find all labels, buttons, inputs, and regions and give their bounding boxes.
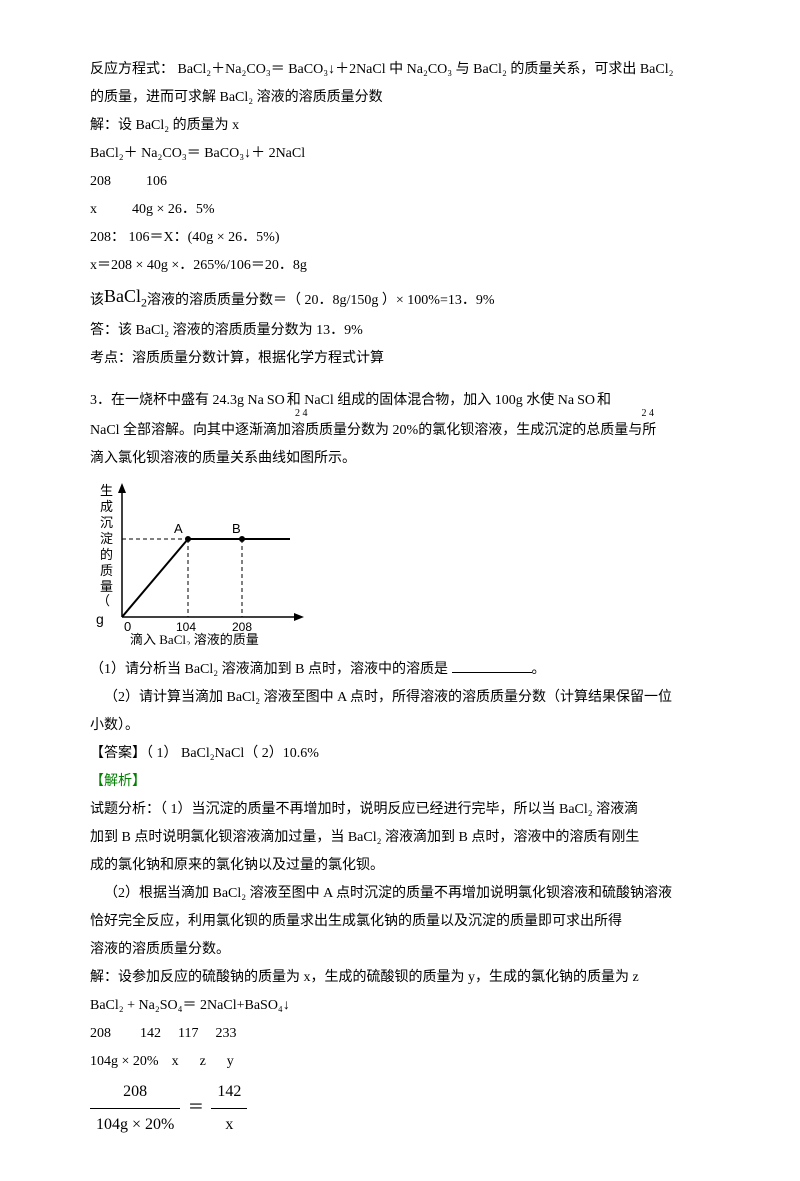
equation-1: BaCl₂ + Na₂SO₄＝ 2NaCl+BaSO₄↓ xyxy=(90,992,710,1020)
chart-svg: 生 成 沉 淀 的 质 量 （ g A B xyxy=(90,477,320,645)
analysis-2: 加到 B 点时说明氯化钡溶液滴加过量，当 BaCl₂ 溶液滴加到 B 点时，溶液… xyxy=(90,824,710,852)
label-a: A xyxy=(174,521,183,536)
bacl: BaCl xyxy=(104,286,141,306)
vx: x xyxy=(172,1054,179,1069)
text: 。 xyxy=(532,662,546,677)
analysis-3: 成的氯化钠和原来的氯化钠以及过量的氯化钡。 xyxy=(90,852,710,880)
equation-3: 104g × 20% x z y xyxy=(90,1048,710,1076)
equals: ＝ xyxy=(184,1099,208,1116)
label-b: B xyxy=(232,521,241,536)
text-line: x＝208 × 40g ×．265%/106＝20．8g xyxy=(90,252,710,280)
question-3-line3: 滴入氯化钡溶液的质量关系曲线如图所示。 xyxy=(90,445,710,473)
num: 208 xyxy=(90,1076,180,1108)
fraction-1: 208 104g × 20% xyxy=(90,1076,180,1141)
fraction-2: 142 x xyxy=(211,1076,247,1141)
mass-106: 106 xyxy=(146,174,167,189)
text-line: 反应方程式： BaCl₂＋Na₂CO₃＝ BaCO₃↓＋2NaCl 中 Na₂C… xyxy=(90,56,710,84)
analysis-4: （2）根据当滴加 BaCl₂ 溶液至图中 A 点时沉淀的质量不再增加说明氯化钡溶… xyxy=(90,880,710,908)
text-line: BaCl₂＋ Na₂CO₃＝ BaCO₃↓＋ 2NaCl xyxy=(90,140,710,168)
expr-40g: 40g × 26．5% xyxy=(132,202,215,217)
analysis-5: 恰好完全反应，利用氯化钡的质量求出生成氯化钠的质量以及沉淀的质量即可求出所得 xyxy=(90,908,710,936)
curve-rise xyxy=(122,539,188,617)
equation-2: 208 142 117 233 xyxy=(90,1020,710,1048)
y-axis-label: 生 xyxy=(100,483,113,498)
text: 3．在一烧杯中盛有 24.3g Na xyxy=(90,393,264,408)
y-axis-label: 的 xyxy=(100,547,113,562)
subq1: （1）请分析当 BaCl₂ 溶液滴加到 B 点时，溶液中的溶质是 。 xyxy=(90,656,710,684)
y-axis-label: 淀 xyxy=(100,531,113,546)
analysis-6: 溶液的溶质质量分数。 xyxy=(90,936,710,964)
y-axis-label: 质 xyxy=(100,563,113,578)
answer-line: 【答案】（ 1） BaCl₂NaCl（ 2）10.6% xyxy=(90,740,710,768)
analysis-1: 试题分析：（ 1）当沉淀的质量不再增加时，说明反应已经进行完毕，所以当 BaCl… xyxy=(90,796,710,824)
text: 该 xyxy=(90,293,104,308)
y-arrow xyxy=(118,483,126,493)
text-line: 的质量，进而可求解 BaCl₂ 溶液的溶质质量分数 xyxy=(90,84,710,112)
y-axis-label: 沉 xyxy=(100,515,113,530)
text-line: 该BaCl2溶液的溶质质量分数＝（ 20．8g/150g ）× 100%=13．… xyxy=(90,280,710,317)
den: 104g × 20% xyxy=(90,1108,180,1141)
x-axis-label: 滴入 BaCl₂ 溶液的质量 xyxy=(130,632,259,645)
text: 和 NaCl 组成的固体混合物，加入 100g 水使 Na xyxy=(287,393,574,408)
var-x: x xyxy=(90,202,97,217)
text: 溶液的溶质质量分数＝（ 20．8g/150g ）× 100%=13．9% xyxy=(147,293,495,308)
m208: 208 xyxy=(90,1026,111,1041)
figure-wrapper: 生 成 沉 淀 的 质 量 （ g A B xyxy=(90,477,710,656)
formula-bacl2: BaCl2 xyxy=(104,286,147,306)
y-axis-label: （ xyxy=(97,593,110,608)
subq2-line2: 小数）。 xyxy=(90,712,710,740)
spacer xyxy=(90,373,710,387)
text: SO xyxy=(267,393,285,408)
fraction-equation: 208 104g × 20% ＝ 142 x xyxy=(90,1076,710,1141)
text-line: 208 106 xyxy=(90,168,710,196)
text: SO xyxy=(577,393,595,408)
question-3-line2: NaCl 全部溶解。向其中逐渐滴加溶质质量分数为 20%的氯化钡溶液，生成沉淀的… xyxy=(90,417,710,445)
y-axis-label: 量 xyxy=(100,579,113,594)
text-line: x 40g × 26．5% xyxy=(90,196,710,224)
sub2: 2 xyxy=(141,296,147,310)
point-a xyxy=(185,536,191,542)
m142: 142 xyxy=(140,1026,161,1041)
vy: y xyxy=(227,1054,234,1069)
blank-line xyxy=(452,670,532,673)
vz: z xyxy=(200,1054,206,1069)
v104: 104g × 20% xyxy=(90,1054,159,1069)
num: 142 xyxy=(211,1076,247,1108)
text-line: 解：设 BaCl₂ 的质量为 x xyxy=(90,112,710,140)
document-page: 反应方程式： BaCl₂＋Na₂CO₃＝ BaCO₃↓＋2NaCl 中 Na₂C… xyxy=(0,0,800,1181)
text-line: 208： 106＝X：(40g × 26．5%) xyxy=(90,224,710,252)
mass-208: 208 xyxy=(90,174,111,189)
m117: 117 xyxy=(178,1026,198,1041)
subq2-line1: （2）请计算当滴加 BaCl₂ 溶液至图中 A 点时，所得溶液的溶质质量分数（计… xyxy=(90,684,710,712)
text-line: 考点：溶质质量分数计算，根据化学方程式计算 xyxy=(90,345,710,373)
y-axis-unit: g xyxy=(96,611,104,627)
analysis-label: 【解析】 xyxy=(90,768,710,796)
den: x xyxy=(211,1108,247,1141)
y-axis-label: 成 xyxy=(100,499,113,514)
text-line: 答：该 BaCl₂ 溶液的溶质质量分数为 13．9% xyxy=(90,317,710,345)
text: 和 xyxy=(597,393,611,408)
analysis-7: 解：设参加反应的硫酸钠的质量为 x，生成的硫酸钡的质量为 y，生成的氯化钠的质量… xyxy=(90,964,710,992)
point-b xyxy=(239,536,245,542)
x-arrow xyxy=(294,613,304,621)
m233: 233 xyxy=(215,1026,236,1041)
subscript-line: 2 42 4 xyxy=(90,411,710,417)
text: （1）请分析当 BaCl₂ 溶液滴加到 B 点时，溶液中的溶质是 xyxy=(90,662,452,677)
